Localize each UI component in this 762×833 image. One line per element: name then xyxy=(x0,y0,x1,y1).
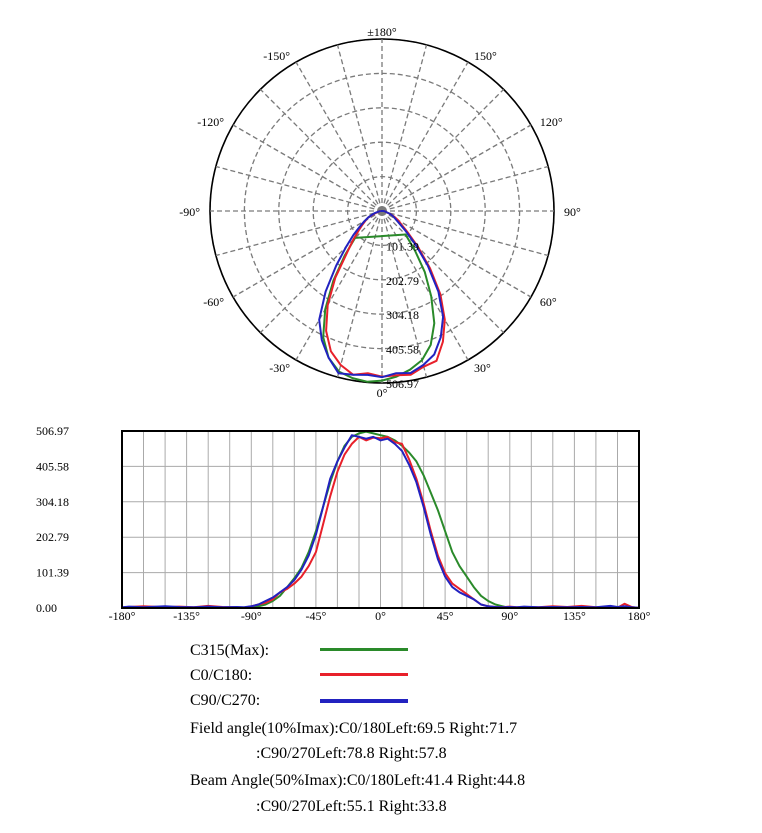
y-tick-label: 506.97 xyxy=(36,424,69,438)
y-tick-label: 304.18 xyxy=(36,495,69,509)
polar-spoke xyxy=(381,88,505,212)
polar-radial-label: 101.39 xyxy=(386,239,419,253)
polar-ring-3 xyxy=(278,107,486,315)
polar-spoke xyxy=(232,210,383,298)
polar-angle-label: -30° xyxy=(269,361,290,375)
x-tick-label: 45° xyxy=(437,609,454,620)
y-tick-label: 202.79 xyxy=(36,530,69,544)
polar-angle-label: -60° xyxy=(203,295,224,309)
polar-spoke xyxy=(381,44,428,212)
polar-spoke xyxy=(381,124,532,212)
legend-label-c90-c270: C90/C270: xyxy=(190,692,261,709)
polar-series-c315 xyxy=(322,233,436,383)
x-tick-label: -45° xyxy=(306,609,327,620)
legend-swatch-c0-c180 xyxy=(320,673,408,676)
y-tick-label: 101.39 xyxy=(36,566,69,580)
polar-angle-label: -150° xyxy=(263,49,290,63)
polar-spoke xyxy=(259,88,383,212)
polar-angle-label: 30° xyxy=(474,361,491,375)
x-tick-label: 180° xyxy=(628,609,651,620)
legend-swatch-c90-c270 xyxy=(320,699,408,703)
polar-angle-label: ±180° xyxy=(367,25,397,39)
polar-spoke xyxy=(215,165,383,212)
polar-spoke xyxy=(215,210,383,257)
polar-angle-label: 0° xyxy=(377,386,388,400)
polar-spoke xyxy=(381,210,505,334)
polar-radial-label: 202.79 xyxy=(386,274,419,288)
polar-angle-label: 60° xyxy=(540,295,557,309)
field-angle-line-2: :C90/270Left:78.8 Right:57.8 xyxy=(256,745,447,762)
polar-spoke xyxy=(295,61,383,212)
cartesian-chart: 0.00 101.39 202.79 304.18 405.58 506.97 -180° -… xyxy=(36,424,651,620)
polar-spoke xyxy=(381,210,532,298)
polar-radial-label: 304.18 xyxy=(386,308,419,322)
polar-chart: 101.39 202.79 304.18 405.58 506.97 ±180° -150°… xyxy=(179,25,581,400)
x-tick-label: 90° xyxy=(501,609,518,620)
x-tick-label: 135° xyxy=(563,609,586,620)
polar-angle-label: 90° xyxy=(564,205,581,219)
polar-spoke xyxy=(381,210,549,257)
legend-label-c315: C315(Max): xyxy=(190,642,270,659)
legend-item-c90-c270: C90/C270: xyxy=(190,692,260,714)
cart-frame xyxy=(121,430,640,609)
x-tick-label: -180° xyxy=(109,609,136,620)
x-tick-label: -90° xyxy=(241,609,262,620)
polar-radial-label: 506.97 xyxy=(386,377,419,391)
legend-item-c0-c180: C0/C180: xyxy=(190,667,252,689)
polar-series-c90-c270 xyxy=(318,210,445,379)
polar-spoke xyxy=(381,210,428,378)
polar-spoke xyxy=(232,124,383,212)
beam-angle-line-2: :C90/270Left:55.1 Right:33.8 xyxy=(256,798,447,815)
polar-spoke xyxy=(336,210,383,378)
y-tick-label: 0.00 xyxy=(36,601,57,615)
polar-angle-label: -120° xyxy=(197,115,224,129)
cart-series-c90-c270 xyxy=(121,434,640,609)
polar-angle-label: 150° xyxy=(474,49,497,63)
polar-angle-label: 120° xyxy=(540,115,563,129)
legend-label-c0-c180: C0/C180: xyxy=(190,667,253,684)
polar-spoke xyxy=(295,210,383,361)
polar-angle-label: -90° xyxy=(179,205,200,219)
beam-angle-line-1: Beam Angle(50%Imax):C0/180Left:41.4 Righ… xyxy=(190,772,526,789)
polar-spoke xyxy=(336,44,383,212)
x-tick-label: -135° xyxy=(173,609,200,620)
legend-swatch-c315 xyxy=(320,648,408,651)
field-angle-line-1: Field angle(10%Imax):C0/180Left:69.5 Rig… xyxy=(190,720,518,737)
polar-spoke xyxy=(381,165,549,212)
polar-spoke xyxy=(259,210,383,334)
cart-series-c315 xyxy=(248,430,511,609)
x-tick-label: 0° xyxy=(375,609,386,620)
polar-radial-label: 405.58 xyxy=(386,343,419,357)
y-tick-label: 405.58 xyxy=(36,459,69,473)
legend-item-c315: C315(Max): xyxy=(190,642,269,664)
polar-spoke xyxy=(381,61,469,212)
